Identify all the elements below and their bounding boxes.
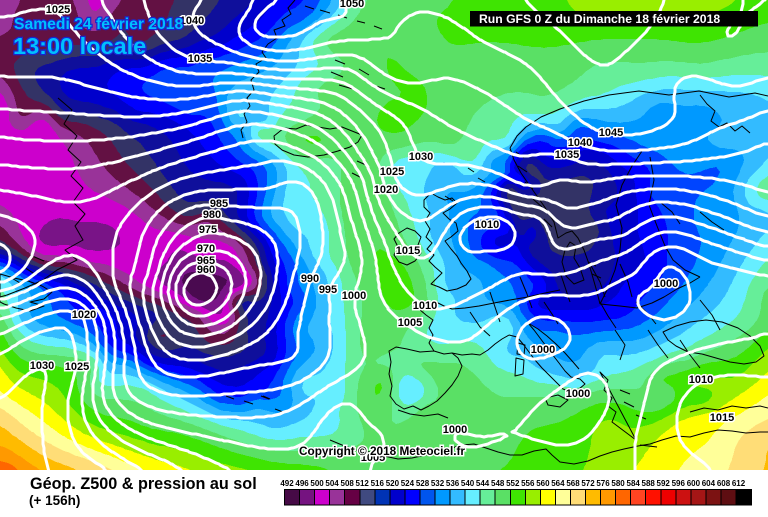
svg-text:544: 544 xyxy=(476,479,490,488)
svg-text:1040: 1040 xyxy=(180,15,204,27)
svg-text:1010: 1010 xyxy=(689,374,713,386)
svg-text:985: 985 xyxy=(210,198,228,210)
svg-text:592: 592 xyxy=(657,479,671,488)
svg-text:1000: 1000 xyxy=(654,278,678,290)
svg-text:504: 504 xyxy=(325,479,339,488)
svg-text:552: 552 xyxy=(506,479,520,488)
svg-text:1045: 1045 xyxy=(599,127,623,139)
svg-text:500: 500 xyxy=(310,479,324,488)
svg-text:1015: 1015 xyxy=(396,245,420,257)
svg-text:1025: 1025 xyxy=(380,166,404,178)
svg-text:1035: 1035 xyxy=(555,149,579,161)
svg-text:1000: 1000 xyxy=(443,424,467,436)
svg-text:1040: 1040 xyxy=(568,137,592,149)
svg-text:596: 596 xyxy=(672,479,686,488)
svg-text:Samedi 24 février 2018: Samedi 24 février 2018 xyxy=(14,16,183,33)
svg-text:Run GFS 0 Z du Dimanche 18 fév: Run GFS 0 Z du Dimanche 18 février 2018 xyxy=(479,12,720,26)
svg-text:564: 564 xyxy=(551,479,565,488)
svg-text:560: 560 xyxy=(536,479,550,488)
svg-text:608: 608 xyxy=(717,479,731,488)
svg-text:532: 532 xyxy=(431,479,445,488)
svg-text:584: 584 xyxy=(627,479,641,488)
svg-text:1025: 1025 xyxy=(65,361,89,373)
svg-text:1000: 1000 xyxy=(566,388,590,400)
svg-text:572: 572 xyxy=(581,479,595,488)
svg-text:1035: 1035 xyxy=(188,53,212,65)
svg-text:1015: 1015 xyxy=(710,412,734,424)
svg-text:1010: 1010 xyxy=(475,219,499,231)
svg-text:965: 965 xyxy=(197,255,215,267)
svg-text:1025: 1025 xyxy=(46,4,70,16)
svg-text:540: 540 xyxy=(461,479,475,488)
svg-text:508: 508 xyxy=(341,479,355,488)
svg-text:556: 556 xyxy=(521,479,535,488)
svg-text:1030: 1030 xyxy=(30,360,54,372)
svg-text:512: 512 xyxy=(356,479,370,488)
svg-text:(+ 156h): (+ 156h) xyxy=(29,493,80,508)
svg-text:1005: 1005 xyxy=(398,317,422,329)
svg-text:975: 975 xyxy=(199,224,217,236)
svg-text:1020: 1020 xyxy=(72,309,96,321)
svg-text:548: 548 xyxy=(491,479,505,488)
svg-text:Géop. Z500 & pression au sol: Géop. Z500 & pression au sol xyxy=(30,475,257,493)
svg-text:1050: 1050 xyxy=(340,0,364,10)
svg-text:960: 960 xyxy=(197,264,215,276)
svg-text:990: 990 xyxy=(301,273,319,285)
svg-text:612: 612 xyxy=(732,479,746,488)
svg-text:580: 580 xyxy=(611,479,625,488)
svg-text:568: 568 xyxy=(566,479,580,488)
svg-text:520: 520 xyxy=(386,479,400,488)
svg-text:536: 536 xyxy=(446,479,460,488)
svg-text:576: 576 xyxy=(596,479,610,488)
svg-text:970: 970 xyxy=(197,243,215,255)
svg-text:1010: 1010 xyxy=(413,300,437,312)
svg-text:995: 995 xyxy=(319,284,337,296)
svg-text:516: 516 xyxy=(371,479,385,488)
svg-text:Copyright © 2018 Meteociel.fr: Copyright © 2018 Meteociel.fr xyxy=(299,444,465,458)
svg-text:604: 604 xyxy=(702,479,716,488)
svg-text:980: 980 xyxy=(203,209,221,221)
svg-text:528: 528 xyxy=(416,479,430,488)
svg-text:1000: 1000 xyxy=(531,344,555,356)
svg-text:524: 524 xyxy=(401,479,415,488)
svg-text:13:00 locale: 13:00 locale xyxy=(13,33,146,59)
svg-text:588: 588 xyxy=(642,479,656,488)
svg-text:496: 496 xyxy=(295,479,309,488)
svg-text:1000: 1000 xyxy=(342,290,366,302)
svg-text:1005: 1005 xyxy=(361,452,385,464)
svg-text:492: 492 xyxy=(280,479,294,488)
svg-text:600: 600 xyxy=(687,479,701,488)
svg-text:1030: 1030 xyxy=(409,151,433,163)
svg-text:1020: 1020 xyxy=(374,184,398,196)
